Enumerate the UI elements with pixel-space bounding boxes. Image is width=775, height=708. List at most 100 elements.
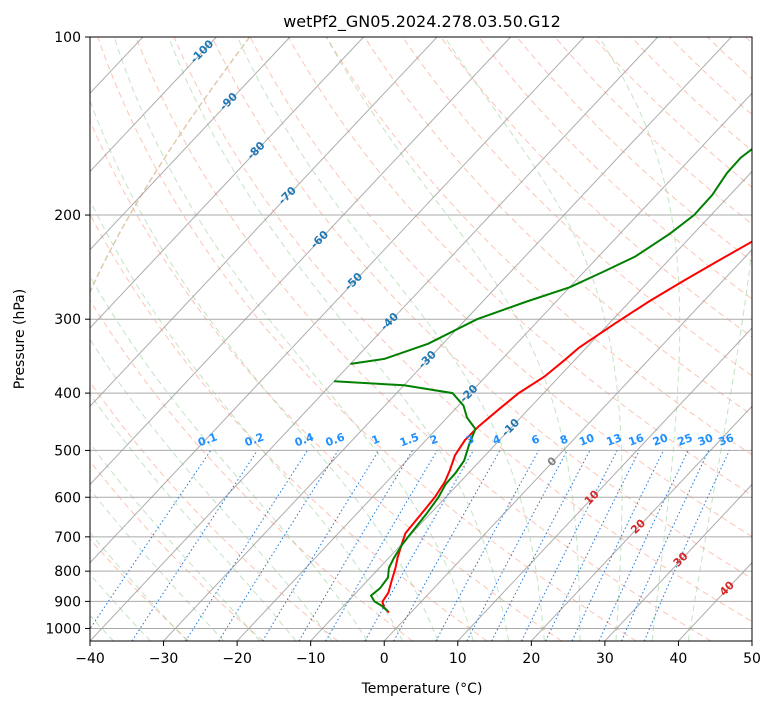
mixing-ratio-label: 0.4	[293, 430, 316, 449]
dry-adiabat-line	[211, 37, 752, 580]
mixing-ratio-label: 16	[627, 431, 646, 449]
x-tick-label: 40	[670, 651, 688, 667]
mixing-ratio-label: 8	[558, 433, 570, 448]
mixing-ratio-label: 30	[696, 431, 715, 449]
mixing-ratio-label: 3	[464, 433, 476, 448]
isotherm-line	[383, 249, 752, 641]
mixing-ratio-label: 20	[651, 431, 670, 449]
x-axis-label: Temperature (°C)	[361, 681, 483, 697]
x-tick-label: 10	[449, 651, 467, 667]
sounding-traces	[334, 147, 752, 614]
plot-area: -100-90-80-70-60-50-40-30-20-10010203040…	[90, 37, 752, 641]
dry-adiabat-line	[516, 37, 752, 262]
x-tick-label: 20	[522, 651, 540, 667]
moist-adiabat-line	[90, 338, 333, 641]
x-tick-label: 30	[596, 651, 614, 667]
mixing-ratio-line	[598, 450, 689, 641]
mixing-ratio-label: 10	[577, 431, 596, 449]
mixing-ratio-label: 25	[676, 431, 695, 448]
chart-title: wetPf2_GN05.2024.278.03.50.G12	[283, 12, 561, 32]
mixing-ratio-line	[218, 450, 339, 641]
moist-adiabat-line	[444, 37, 623, 641]
mixing-ratio-line	[262, 450, 380, 641]
moist-adiabat-line	[90, 99, 439, 641]
dry-adiabat-line	[135, 37, 712, 641]
plot-frame	[89, 36, 753, 642]
mixing-ratio-label: 13	[605, 431, 624, 448]
isotherm-line	[90, 37, 512, 486]
dry-adiabat-line	[364, 37, 752, 416]
moist-adiabat-line	[168, 37, 510, 641]
mixing-ratio-label: 0.2	[243, 431, 266, 450]
mixing-ratio-label: 36	[717, 431, 736, 449]
mixing-ratio-line	[571, 450, 664, 641]
isotherm-line	[530, 405, 752, 641]
isotherm-line	[90, 37, 438, 407]
mixing-ratio-line	[521, 450, 618, 641]
mixing-ratio-label: 4	[491, 432, 503, 447]
dry-adiabat-line	[90, 299, 413, 641]
x-tick-label: 0	[380, 651, 389, 667]
y-tick-label: 400	[54, 386, 81, 402]
dry-adiabat-line	[173, 37, 752, 623]
isotherm-lines	[90, 37, 752, 641]
dry-adiabat-line	[90, 460, 264, 641]
mixing-ratio-line	[325, 450, 438, 641]
x-tick-label: 50	[743, 651, 761, 667]
moist-adiabat-line	[325, 37, 581, 641]
y-tick-label: 200	[54, 208, 81, 224]
y-tick-label: 600	[54, 490, 81, 506]
axes: −40 −30 −20 −10 0 10 20 30 40 5010020030040050060…	[45, 30, 761, 667]
x-tick-label: −30	[149, 651, 179, 667]
y-tick-label: 300	[54, 312, 81, 328]
mixing-ratio-line	[491, 450, 591, 641]
mixing-ratio-line	[364, 450, 474, 641]
mixing-ratio-line	[90, 450, 212, 630]
mixing-ratio-line	[298, 450, 413, 641]
isotherm-line	[90, 37, 659, 641]
dry-adiabat-line	[287, 37, 752, 496]
background-lines	[90, 37, 752, 641]
y-tick-label: 800	[54, 564, 81, 580]
isotherm-line	[90, 37, 291, 251]
y-tick-label: 100	[54, 30, 81, 46]
dewpoint-trace-upper	[350, 147, 752, 365]
mixing-ratio-label: 6	[530, 432, 542, 447]
isotherm-line	[236, 92, 752, 641]
moist-adiabat-line	[236, 37, 545, 641]
dry-adiabat-line	[630, 37, 752, 152]
mixing-ratio-label: 1	[370, 433, 382, 448]
y-tick-label: 1000	[45, 621, 81, 637]
dry-adiabat-line	[249, 37, 752, 538]
dry-adiabat-line	[97, 37, 637, 641]
x-tick-label: −40	[75, 651, 105, 667]
dewpoint-trace	[334, 380, 477, 612]
dry-adiabat-line	[478, 37, 752, 300]
mixing-ratio-line	[643, 450, 730, 641]
y-tick-label: 700	[54, 530, 81, 546]
moist-adiabat-line	[90, 275, 368, 641]
isotherm-line	[604, 483, 752, 641]
isotherm-line	[90, 37, 217, 173]
dry-adiabat-line	[402, 37, 752, 377]
y-tick-label: 900	[54, 594, 81, 610]
moist-adiabat-line	[687, 244, 752, 641]
dry-adiabat-line	[90, 119, 562, 641]
moist-adiabat-line	[598, 37, 681, 641]
mixing-ratio-label: 1.5	[398, 431, 421, 450]
dry-adiabat-line	[90, 381, 339, 641]
moist-adiabat-line	[113, 37, 474, 641]
x-tick-label: −20	[222, 651, 252, 667]
mixing-ratio-line	[393, 450, 501, 641]
dry-adiabat-line	[90, 538, 190, 641]
mixing-ratio-label: 0.6	[324, 430, 347, 449]
y-tick-label: 500	[54, 443, 81, 459]
mixing-ratio-label: 2	[428, 433, 440, 448]
isotherm-line	[457, 327, 752, 641]
x-tick-label: −10	[296, 651, 326, 667]
isotherm-line	[163, 37, 732, 641]
y-axis-label: Pressure (hPa)	[12, 289, 28, 389]
temperature-trace	[381, 240, 752, 614]
